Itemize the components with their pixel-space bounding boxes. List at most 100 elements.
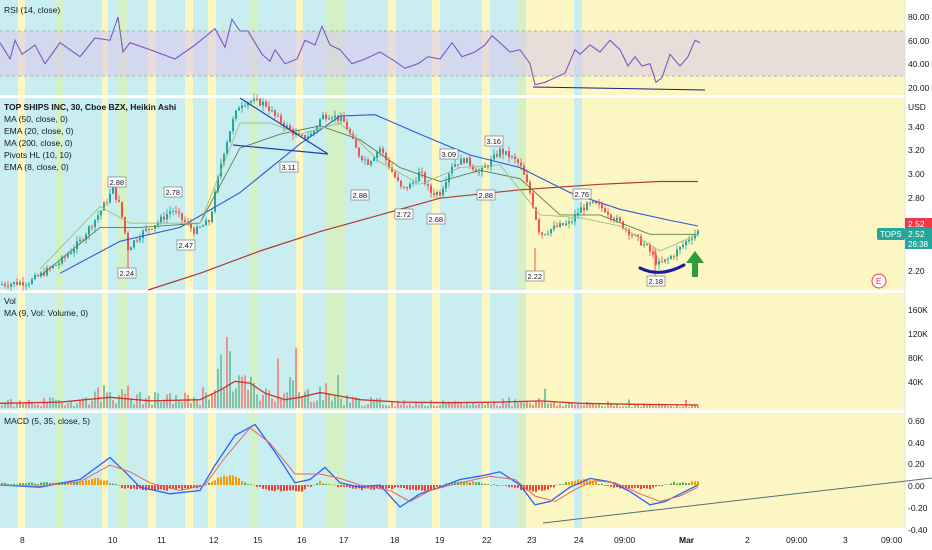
svg-text:3.09: 3.09 [442,150,457,159]
candle-body [379,148,381,153]
candle-body [514,156,516,160]
price-pane[interactable]: 2.88 2.78 2.47 2.24 3.11 2.88 2.72 2.68 3.09 2.88… [1,93,932,291]
macd-histogram-bar [28,482,30,485]
candle-body [199,226,201,228]
volume-bar [292,380,294,408]
pivot-label: 3.16 [484,135,504,147]
volume-bar [463,405,465,408]
macd-histogram-bar [88,479,90,485]
volume-bar [367,404,369,408]
candle-body [577,212,579,215]
candle-body [229,131,231,143]
pivot-labels: 2.88 2.78 2.47 2.24 3.11 2.88 2.72 2.68 3.09 2.88… [107,135,666,287]
candle-body [19,282,21,285]
volume-bar [385,405,387,408]
volume-bar [523,402,525,408]
macd-histogram-bar [496,485,498,486]
candle-body [235,110,237,119]
ema20-line [39,125,698,277]
candle-body [97,215,99,220]
macd-histogram-bar [280,485,282,492]
volume-bar [667,406,669,408]
symbol-badge[interactable]: TOPS [877,228,905,240]
volume-bar [505,403,507,408]
candle-body [22,282,24,286]
candle-body [154,225,156,229]
volume-bar [691,405,693,408]
volume-bar [73,405,75,408]
price-tick: 3.20 [908,145,925,155]
volume-bar [148,395,150,408]
macd-histogram-bar [529,485,531,491]
volume-bar [127,385,129,408]
candle-body [478,171,480,173]
earnings-marker-icon[interactable]: E [871,273,887,289]
macd-histogram-bar [631,485,633,489]
candle-body [157,222,159,226]
volume-bar [115,403,117,408]
candle-body [535,207,537,220]
volume-bar [217,368,219,408]
session-band [490,0,518,528]
ma50-line [59,114,699,274]
candle-body [571,221,573,223]
candle-body [52,265,54,268]
volume-bar [448,401,450,408]
volume-bar [670,406,672,408]
volume-bar [475,405,477,408]
candle-body [67,254,69,257]
macd-pane[interactable]: MACD (5, 35, close, 5) 0.60 0.40 0.20 0.… [0,416,932,535]
macd-histogram-bar [544,485,546,491]
volume-bar [526,401,528,408]
macd-histogram-bar [577,479,579,485]
volume-bar [34,404,36,408]
macd-histogram-bar [193,485,195,488]
pivot-label: 2.22 [525,270,545,282]
volume-bar [562,406,564,408]
candle-body [109,193,111,203]
volume-bar [313,402,315,408]
time-axis[interactable]: 8 10 11 12 15 16 17 18 19 22 23 24 09:00… [20,535,903,545]
candle-body [532,192,534,208]
svg-text:2.18: 2.18 [649,277,664,286]
session-band [345,0,388,528]
candle-body [331,117,333,119]
rsi-pane[interactable]: RSI (14, close) 80.00 60.00 40.00 20.00 [0,5,930,93]
candle-body [484,166,486,168]
candle-body [208,220,210,222]
volume-bar [256,394,258,408]
candle-body [226,142,228,154]
svg-text:2.52: 2.52 [908,219,925,229]
candle-body [628,229,630,235]
volume-bar [601,405,603,408]
macd-histogram-bar [205,484,207,486]
volume-bar [178,400,180,408]
candle-body [367,159,369,165]
macd-trendline [542,477,932,524]
volume-bar [22,404,24,408]
rsi-label: RSI (14, close) [4,5,60,15]
candle-body [193,228,195,234]
candle-body [349,129,351,134]
candle-body [688,239,690,242]
macd-histogram-bar [40,482,42,485]
macd-histogram-bar [331,484,333,486]
volume-bar [316,400,318,408]
volume-pane[interactable]: Vol MA (9, Vol: Volume, 0) 160K 120K 80K… [0,296,928,408]
macd-histogram-bar [502,485,504,486]
session-band [118,0,127,528]
volume-tick: 40K [908,377,923,387]
volume-bar [478,404,480,408]
macd-tick: 0.40 [908,438,925,448]
indicator-ema20-label: EMA (20, close, 0) [4,126,74,136]
macd-histogram-bar [520,485,522,491]
volume-bar [586,401,588,408]
macd-histogram-bar [352,485,354,489]
candle-body [562,223,564,226]
session-band [108,0,118,528]
session-band [326,0,345,528]
volume-bar [238,375,240,408]
volume-bar [610,403,612,408]
pivot-label: 2.76 [572,188,592,200]
